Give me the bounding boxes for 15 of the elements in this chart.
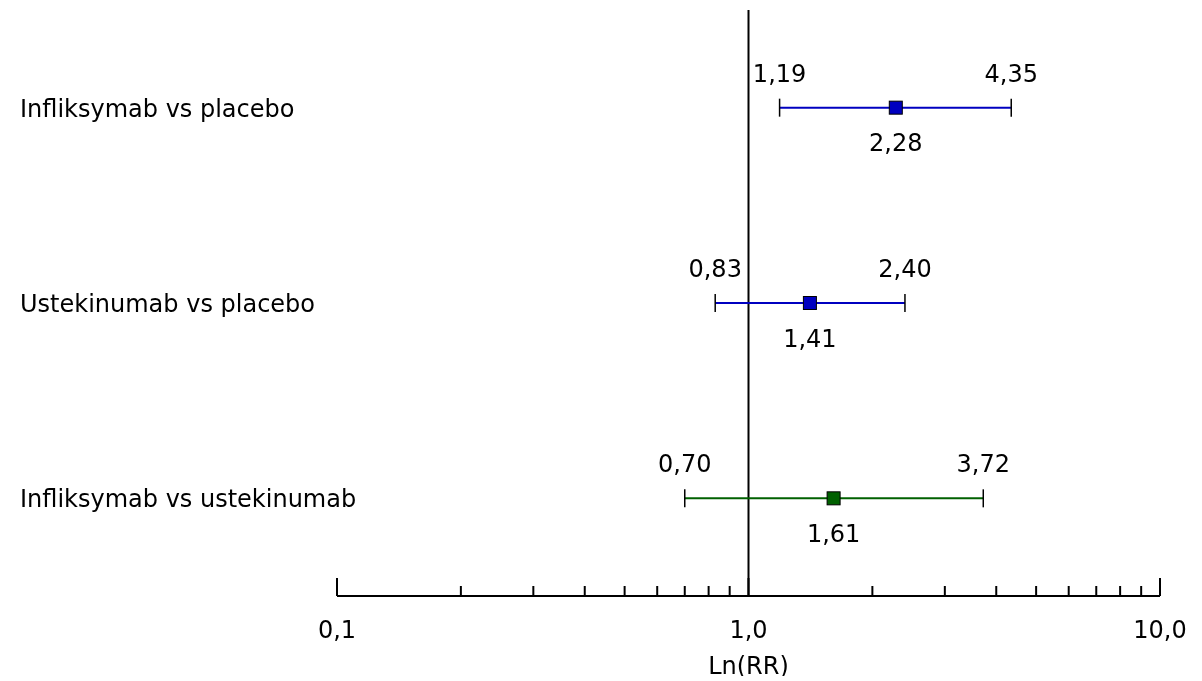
y-tick-label: Infliksymab vs placebo [20, 94, 295, 123]
data-label: 1,61 [806, 519, 861, 548]
annotation: 4,35 [984, 59, 1038, 88]
annotation: 2,40 [878, 255, 932, 283]
x-tick-label: 0,1 [317, 616, 357, 644]
annotation: 0,83 [688, 255, 742, 283]
data-label: 1,41 [783, 324, 837, 353]
y-tick-label: Infliksymab vs ustekinumab [20, 485, 357, 514]
annotation: 3,72 [956, 450, 1010, 479]
annotation: 0,70 [658, 450, 712, 479]
x-tick-label: 10,0 [1133, 616, 1187, 644]
y-tick-label: Ustekinumab vs placebo [20, 290, 316, 318]
annotation: 1,19 [752, 59, 807, 88]
x-tick-label: 1,0 [729, 616, 768, 644]
data-label: 2,28 [869, 129, 923, 158]
